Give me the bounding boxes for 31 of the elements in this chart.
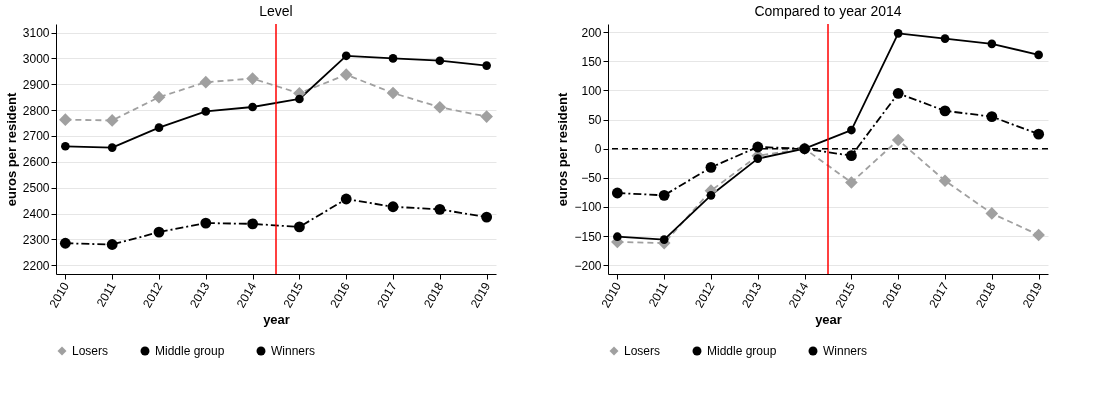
y-tick-label: −150	[574, 229, 602, 244]
legend-label: Winners	[271, 344, 316, 358]
chart-title: Compared to year 2014	[754, 3, 902, 20]
y-tick-label: −50	[581, 171, 602, 186]
y-tick-label: 50	[588, 113, 602, 128]
y-axis-title: euros per resident	[3, 92, 19, 207]
y-tick-label: 2300	[22, 232, 50, 247]
y-tick-label: 0	[594, 142, 602, 157]
y-tick-label: 2200	[22, 258, 50, 273]
y-tick-label: 3100	[22, 26, 50, 41]
y-tick-label: 2400	[22, 207, 50, 221]
y-tick-label: 2600	[22, 155, 50, 170]
y-tick-label: 150	[581, 54, 602, 69]
y-tick-label: 2500	[22, 181, 50, 196]
chart-title: Level	[259, 3, 293, 20]
y-tick-label: 200	[581, 25, 602, 40]
x-axis-title: year	[263, 311, 290, 327]
legend-label: Middle group	[155, 344, 225, 358]
y-tick-label: 2900	[22, 77, 50, 92]
legend-label: Losers	[624, 344, 661, 358]
legend-label: Losers	[72, 344, 109, 358]
legend-label: Middle group	[707, 344, 777, 358]
legend-label: Winners	[823, 344, 868, 358]
y-tick-label: −100	[574, 200, 602, 215]
y-tick-label: 3000	[22, 51, 50, 66]
y-tick-label: 2700	[22, 129, 50, 144]
y-axis-title: euros per resident	[555, 92, 571, 207]
y-tick-label: 100	[581, 83, 602, 98]
y-tick-label: 2800	[22, 103, 50, 118]
y-tick-label: −200	[574, 258, 602, 273]
x-axis-title: year	[815, 311, 842, 327]
